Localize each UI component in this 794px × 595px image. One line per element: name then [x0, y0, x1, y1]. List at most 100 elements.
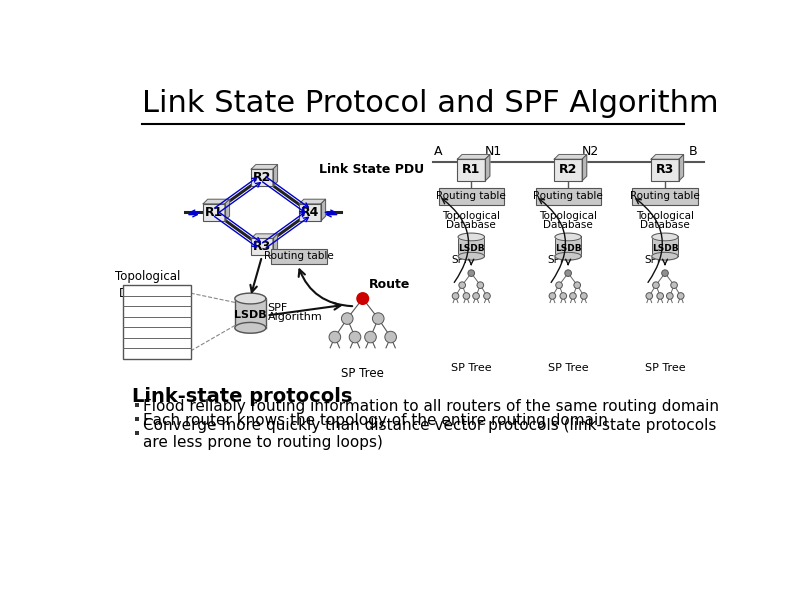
- Circle shape: [463, 293, 470, 299]
- Text: R2: R2: [252, 171, 272, 184]
- Polygon shape: [273, 234, 277, 255]
- Text: Routing table: Routing table: [437, 191, 506, 201]
- Text: R3: R3: [656, 164, 674, 177]
- Polygon shape: [299, 199, 326, 204]
- Text: N2: N2: [582, 145, 599, 158]
- Bar: [272, 249, 327, 264]
- Circle shape: [560, 293, 567, 299]
- Polygon shape: [458, 233, 484, 241]
- Text: Topological: Topological: [636, 211, 694, 221]
- Polygon shape: [203, 199, 229, 204]
- Circle shape: [569, 293, 576, 299]
- Bar: [536, 187, 601, 205]
- Bar: [251, 169, 273, 186]
- Circle shape: [349, 331, 360, 343]
- Polygon shape: [235, 322, 266, 333]
- Circle shape: [666, 293, 673, 299]
- Text: Flood reliably routing information to all routers of the same routing domain: Flood reliably routing information to al…: [144, 399, 719, 414]
- Circle shape: [385, 331, 396, 343]
- Circle shape: [453, 293, 459, 299]
- Circle shape: [364, 331, 376, 343]
- Text: LSDB: LSDB: [652, 243, 678, 253]
- Bar: [633, 187, 698, 205]
- Circle shape: [329, 331, 341, 343]
- Polygon shape: [321, 199, 326, 221]
- Text: Route: Route: [369, 278, 410, 291]
- Bar: [251, 239, 273, 255]
- Circle shape: [484, 293, 490, 299]
- Text: LSDB: LSDB: [458, 243, 484, 253]
- Bar: [235, 299, 266, 328]
- Circle shape: [357, 293, 368, 304]
- Circle shape: [677, 293, 684, 299]
- Polygon shape: [582, 155, 587, 181]
- Bar: [652, 237, 678, 256]
- Text: LSDB: LSDB: [555, 243, 581, 253]
- Circle shape: [477, 282, 484, 289]
- Circle shape: [580, 293, 588, 299]
- Text: Each router knows the topology of the entire routing domain: Each router knows the topology of the en…: [144, 413, 608, 428]
- Text: Link State Protocol and SPF Algorithm: Link State Protocol and SPF Algorithm: [142, 89, 719, 118]
- Bar: [651, 159, 679, 181]
- Text: N1: N1: [485, 145, 503, 158]
- Text: R3: R3: [252, 240, 271, 253]
- Polygon shape: [679, 155, 684, 181]
- Text: R1: R1: [462, 164, 480, 177]
- Polygon shape: [652, 233, 678, 241]
- Circle shape: [459, 282, 465, 289]
- Circle shape: [549, 293, 556, 299]
- Polygon shape: [457, 155, 490, 159]
- Polygon shape: [555, 252, 581, 260]
- Text: Database: Database: [543, 220, 593, 230]
- Text: Topological: Topological: [442, 211, 500, 221]
- Text: SPF: SPF: [645, 255, 664, 265]
- Text: Converge more quickly than distance vector protocols (link-state protocols
are l: Converge more quickly than distance vect…: [144, 418, 717, 450]
- Bar: [439, 187, 504, 205]
- Polygon shape: [273, 165, 277, 186]
- Bar: [458, 237, 484, 256]
- Bar: [555, 237, 581, 256]
- Circle shape: [671, 282, 677, 289]
- Text: SP Tree: SP Tree: [451, 363, 491, 373]
- Text: SPF: SPF: [451, 255, 470, 265]
- Circle shape: [653, 282, 659, 289]
- Polygon shape: [235, 293, 266, 304]
- Text: Topological: Topological: [539, 211, 597, 221]
- Text: SPF: SPF: [548, 255, 567, 265]
- Circle shape: [574, 282, 580, 289]
- Bar: [299, 204, 321, 221]
- Circle shape: [556, 282, 562, 289]
- Text: Routing table: Routing table: [630, 191, 700, 201]
- Bar: [457, 159, 485, 181]
- Polygon shape: [251, 234, 277, 239]
- Text: SPF: SPF: [268, 303, 287, 313]
- Circle shape: [372, 313, 384, 324]
- Text: Database: Database: [640, 220, 690, 230]
- Circle shape: [565, 270, 572, 277]
- Text: B: B: [689, 145, 698, 158]
- Circle shape: [661, 270, 669, 277]
- Polygon shape: [555, 233, 581, 241]
- Text: SP Tree: SP Tree: [341, 367, 384, 380]
- Text: Link State PDU: Link State PDU: [319, 164, 425, 177]
- Text: LSDB: LSDB: [234, 310, 267, 320]
- Text: Topological
Database: Topological Database: [114, 270, 180, 300]
- Text: Link-state protocols: Link-state protocols: [132, 387, 353, 406]
- Circle shape: [657, 293, 664, 299]
- Polygon shape: [225, 199, 229, 221]
- Bar: [554, 159, 582, 181]
- Text: SP Tree: SP Tree: [548, 363, 588, 373]
- Polygon shape: [652, 252, 678, 260]
- Circle shape: [468, 270, 475, 277]
- Polygon shape: [458, 252, 484, 260]
- Text: R2: R2: [559, 164, 577, 177]
- Text: Algorithm: Algorithm: [268, 312, 322, 322]
- Bar: [203, 204, 225, 221]
- Circle shape: [341, 313, 353, 324]
- Text: R4: R4: [301, 206, 319, 219]
- Text: Routing table: Routing table: [264, 251, 334, 261]
- Text: A: A: [434, 145, 442, 158]
- Polygon shape: [485, 155, 490, 181]
- Text: Database: Database: [446, 220, 496, 230]
- Text: SP Tree: SP Tree: [645, 363, 685, 373]
